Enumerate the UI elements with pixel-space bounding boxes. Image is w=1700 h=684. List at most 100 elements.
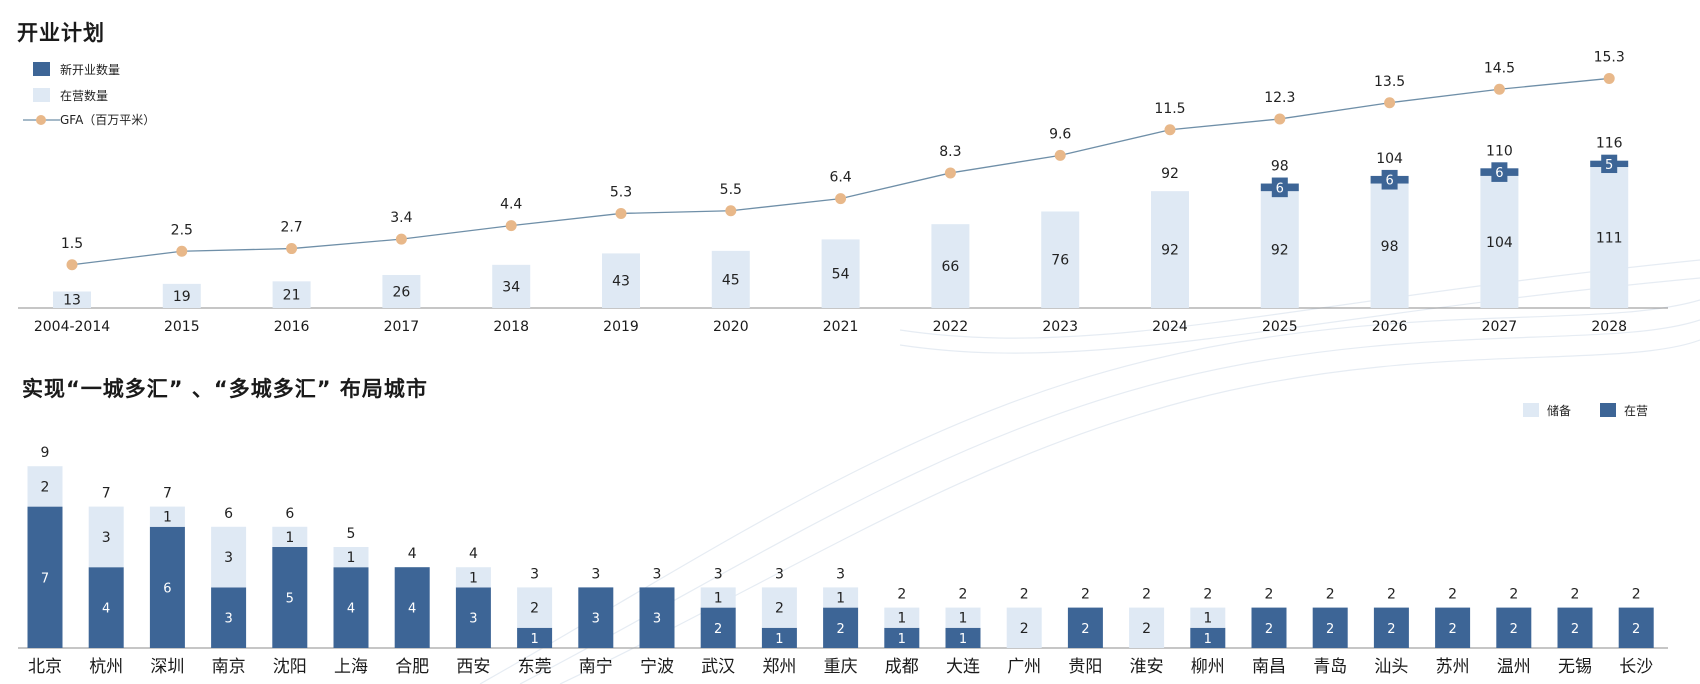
bar-active-label: 2 [1326, 622, 1334, 637]
bar-total-label: 2 [897, 587, 906, 603]
bar-total-label: 6 [285, 506, 294, 522]
bar-reserve [823, 587, 859, 608]
bar-active [1312, 607, 1348, 648]
bar-active [1190, 627, 1226, 648]
city-label: 上海 [334, 657, 368, 677]
bar-operating-label: 13 [63, 293, 81, 309]
bar-active-label: 3 [653, 612, 661, 627]
bar-operating-label: 92 [1271, 243, 1289, 259]
bar-new-tab [1601, 154, 1618, 174]
bar-total-label: 2 [1571, 587, 1580, 603]
bar-active-label: 2 [1265, 622, 1273, 637]
bar-active-label: 2 [1571, 622, 1579, 637]
bar-operating [602, 253, 640, 308]
gfa-value-label: 1.5 [61, 236, 83, 252]
bar-total-label: 6 [224, 506, 233, 522]
bar-reserve-label: 3 [224, 550, 233, 566]
city-label: 郑州 [762, 657, 796, 677]
city-label: 合肥 [395, 657, 429, 677]
bar-operating-label: 45 [722, 272, 740, 288]
bar-total-label: 3 [775, 566, 784, 582]
bar-reserve [88, 506, 124, 568]
bar-operating [1480, 175, 1519, 308]
bar-active-label: 4 [102, 602, 110, 617]
bar-total-label: 4 [408, 546, 417, 562]
bar-total-label: 116 [1596, 136, 1623, 152]
city-label: 大连 [946, 657, 980, 677]
gfa-value-label: 4.4 [500, 197, 522, 213]
bar-reserve [945, 607, 981, 628]
gfa-point [1274, 113, 1286, 125]
bar-reserve [761, 587, 797, 628]
legend-swatch-new [33, 62, 50, 76]
bar-active-label: 2 [1510, 622, 1518, 637]
bar-total-label: 104 [1376, 151, 1403, 167]
bar-active-label: 1 [898, 632, 906, 647]
bar-active-label: 2 [1632, 622, 1640, 637]
bar-active [945, 627, 981, 648]
bar-total-label: 3 [714, 566, 723, 582]
x-tick-label: 2027 [1482, 319, 1518, 335]
city-label: 东莞 [518, 657, 552, 677]
legend-top: 新开业数量 在营数量 GFA（百万平米） [23, 62, 155, 127]
bar-total-label: 7 [163, 486, 172, 502]
x-tick-label: 2026 [1372, 319, 1408, 335]
bar-total-label: 9 [41, 445, 50, 461]
bar-active [211, 587, 247, 648]
bar-operating-label: 34 [502, 279, 520, 295]
bar-active [578, 587, 614, 648]
bar-active-label: 5 [286, 592, 294, 607]
bar-total-label: 2 [1632, 587, 1641, 603]
legend-swatch-reserve [1523, 403, 1539, 417]
bar-new-label: 5 [1605, 158, 1613, 173]
bar-active [1373, 607, 1409, 648]
x-tick-label: 2018 [493, 319, 529, 335]
gfa-value-label: 13.5 [1374, 74, 1405, 90]
legend-label-active: 在营 [1624, 404, 1648, 418]
bar-active-label: 1 [1204, 632, 1212, 647]
x-tick-label: 2022 [933, 319, 969, 335]
bar-total-label: 3 [653, 566, 662, 582]
bar-total-label: 2 [1265, 587, 1274, 603]
gfa-point [176, 245, 188, 257]
gfa-value-label: 5.5 [720, 182, 742, 198]
gfa-point [395, 233, 407, 245]
bar-operating-label: 98 [1381, 239, 1399, 255]
bar-active [1435, 607, 1471, 648]
x-tick-label: 2024 [1152, 319, 1188, 335]
bar-operating [53, 291, 91, 308]
opening-plan-chart: 13 2004-2014 19 2015 21 2016 26 2017 34 2018 43 201… [18, 49, 1668, 335]
bar-active-label: 2 [1448, 622, 1456, 637]
gfa-point [1603, 72, 1615, 84]
bar-active [1618, 607, 1654, 648]
bar-operating-label: 43 [612, 274, 630, 290]
x-tick-label: 2021 [823, 319, 859, 335]
bar-total-label: 2 [1387, 587, 1396, 603]
bar-total-label: 110 [1486, 143, 1513, 159]
bar-total-label: 2 [1509, 587, 1518, 603]
bar-reserve-label: 1 [347, 550, 356, 566]
bar-new-tab [1381, 169, 1398, 190]
bar-total-label: 7 [102, 486, 111, 502]
legend-label-gfa: GFA（百万平米） [60, 113, 155, 127]
bar-new-tab [1271, 177, 1288, 198]
bar-new-tab [1491, 162, 1508, 182]
city-label: 武汉 [701, 657, 735, 677]
bar-reserve-label: 1 [1203, 611, 1212, 627]
bar-operating [1590, 167, 1629, 308]
bar-reserve [149, 506, 185, 527]
bar-active-label: 1 [775, 632, 783, 647]
city-label: 深圳 [150, 657, 184, 677]
city-label: 北京 [28, 657, 62, 677]
gfa-point [286, 243, 298, 255]
gfa-point [505, 220, 517, 232]
bar-active-label: 6 [163, 581, 171, 596]
gfa-point [615, 207, 627, 219]
city-label: 贵阳 [1068, 657, 1102, 677]
city-layout-chart: 7 2 9 北京 4 3 7 杭州 6 1 7 深圳 3 3 6 南京 5 1 6 沈阳 4 1 5 上海 4 4 合肥 3 1 4 西安 1… [18, 445, 1668, 677]
bar-reserve-label: 1 [714, 591, 723, 607]
bar-total-label: 3 [530, 566, 539, 582]
legend-label-reserve: 储备 [1547, 403, 1571, 418]
bar-reserve [884, 607, 920, 628]
bar-operating [492, 264, 531, 308]
